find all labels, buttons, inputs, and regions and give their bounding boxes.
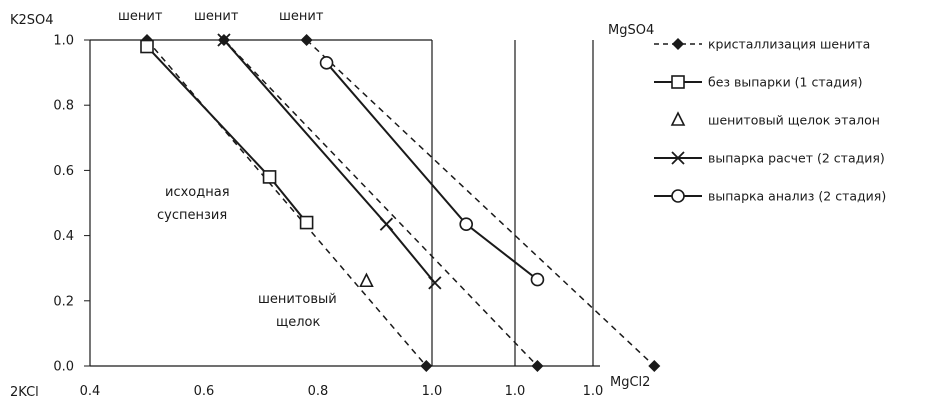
y-tick-label: 0.6 [53,164,74,179]
series-0 [141,34,661,372]
x-marker [428,276,442,290]
top-right-label: MgSO4 [608,23,654,38]
legend-item: шенитовый щелок эталон [670,111,880,128]
series-3 [217,33,442,290]
legend-item: кристаллизация шенита [654,37,870,52]
top-label-schoenite-2: шенит [194,9,239,24]
circle-marker [671,189,685,203]
diamond-marker [648,360,661,372]
series-1 [140,39,314,230]
series-4 [319,56,545,287]
x-tick-label: 1.0 [422,384,443,399]
triangle-marker [359,272,374,288]
diamond-marker [672,38,684,50]
square-marker [299,215,314,230]
x-marker-stroke [379,217,394,231]
annotation-schoenite-liquor-2: щелок [276,315,321,330]
y-tick-label: 0.0 [53,360,74,375]
series-0-line [146,39,427,367]
x-tick-label: 0.8 [308,384,329,399]
top-label-schoenite-3: шенит [279,9,324,24]
legend-item: без выпарки (1 стадия) [654,75,862,90]
bottom-right-label: MgCl2 [610,375,650,390]
square-marker [140,39,154,54]
y-corner-label: K2SO4 [10,13,54,28]
legend-label: выпарка анализ (2 стадия) [708,189,886,204]
legend-label: шенитовый щелок эталон [708,113,880,128]
series-0-line [306,39,655,367]
plot-area [140,33,661,372]
y-tick-label: 0.2 [53,294,74,309]
x-marker-stroke [671,151,685,165]
x-marker-stroke [428,276,442,290]
ticks: 0.0 0.2 0.4 0.6 0.8 1.0 0.4 0.6 0.8 1.0 1.0 1.0 [53,34,603,400]
y-tick-label: 0.4 [53,229,74,244]
diamond-marker [300,34,313,46]
x-corner-label: 2KCl [10,385,39,400]
series-2 [359,272,374,288]
x-marker [379,217,394,231]
x-marker [671,151,685,165]
circle-marker [459,217,474,231]
y-tick-label: 0.8 [53,99,74,114]
triangle-marker [670,111,686,126]
legend: кристаллизация шенита без выпарки (1 стад… [654,37,886,204]
x-tick-label: 1.0 [505,384,526,399]
legend-label: без выпарки (1 стадия) [708,75,862,90]
circle-marker [319,56,334,70]
y-tick-label: 1.0 [53,34,74,49]
x-marker [217,33,231,47]
top-label-schoenite-1: шенит [118,9,163,24]
x-tick-label: 0.4 [80,384,101,399]
diamond-marker [531,360,544,372]
legend-label: кристаллизация шенита [708,37,870,52]
annotation-initial-suspension-1: исходная [165,185,230,200]
annotation-schoenite-liquor-1: шенитовый [258,292,337,307]
square-marker [671,75,685,89]
x-tick-label: 0.6 [194,384,215,399]
x-tick-label: 1.0 [583,384,604,399]
legend-item: выпарка расчет (2 стадия) [654,151,885,166]
square-marker [262,170,277,184]
annotation-initial-suspension-2: суспензия [157,208,227,223]
series-0-line [223,39,538,367]
circle-marker [530,272,545,287]
legend-item: выпарка анализ (2 стадия) [654,189,886,204]
legend-label: выпарка расчет (2 стадия) [708,151,885,166]
x-marker-stroke [217,33,231,47]
diamond-marker [420,360,433,372]
